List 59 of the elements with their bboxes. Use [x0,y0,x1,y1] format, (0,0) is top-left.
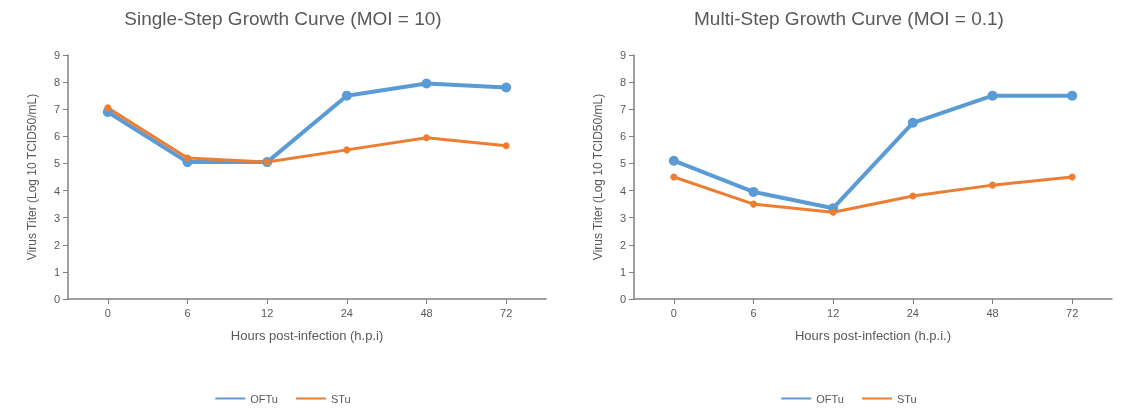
y-tick-label: 6 [619,130,626,143]
point [750,200,757,208]
y-tick-label: 9 [53,49,60,61]
point [987,90,998,101]
y-tick-label: 9 [619,49,626,61]
point [421,78,432,89]
y-axis-title: Virus Titer (Log 10 TCID50/mL) [591,93,605,261]
point [502,142,510,150]
x-tick-label: 24 [340,306,353,319]
x-tick-label: 0 [104,306,111,319]
chart-title: Multi-Step Growth Curve (MOI = 0.1) [694,8,1004,29]
point [501,82,512,93]
y-tick-label: 7 [619,103,626,116]
x-tick-label: 12 [827,306,840,319]
legend-label: OFTu [250,392,278,405]
legend-label: OFTu [816,392,844,405]
x-tick-label: 6 [750,306,757,319]
point [989,181,996,189]
y-tick-label: 3 [619,211,626,224]
legend-label: STu [896,392,917,405]
y-tick-label: 4 [619,184,626,197]
point [184,154,191,162]
y-tick-label: 0 [619,293,626,305]
x-tick-label: 72 [1066,306,1079,319]
y-tick-label: 7 [53,103,60,116]
x-tick-label: 12 [261,306,274,319]
x-axis-title: Hours post-infection (h.p.i) [230,328,384,343]
point [341,90,352,101]
point [343,146,351,154]
y-tick-label: 5 [619,157,626,170]
y-tick-label: 0 [53,293,60,305]
x-axis-title: Hours post-infection (h.p.i.) [794,328,952,343]
point [909,192,917,200]
y-tick-label: 4 [53,184,60,197]
point [1067,90,1078,101]
y-tick-label: 2 [53,238,60,251]
chart-title: Single-Step Growth Curve (MOI = 10) [124,8,442,29]
y-tick-label: 5 [53,157,60,170]
y-tick-label: 1 [619,265,626,278]
point [907,117,918,128]
y-tick-label: 6 [53,130,60,143]
x-tick-label: 6 [184,306,191,319]
x-tick-label: 48 [986,306,999,319]
x-tick-label: 24 [906,306,919,319]
point [748,186,759,197]
y-tick-label: 3 [53,211,60,224]
x-tick-label: 72 [500,306,513,319]
y-tick-label: 8 [53,76,60,89]
y-tick-label: 1 [53,265,60,278]
x-tick-label: 48 [420,306,433,319]
y-tick-label: 8 [619,76,626,89]
y-tick-label: 2 [619,238,626,251]
point [104,104,112,112]
point [423,134,430,142]
legend-label: STu [330,392,351,405]
point [829,208,837,216]
y-axis-title: Virus Titer (Log 10 TCID50/mL) [25,93,39,261]
point [668,155,679,166]
x-tick-label: 0 [670,306,677,319]
